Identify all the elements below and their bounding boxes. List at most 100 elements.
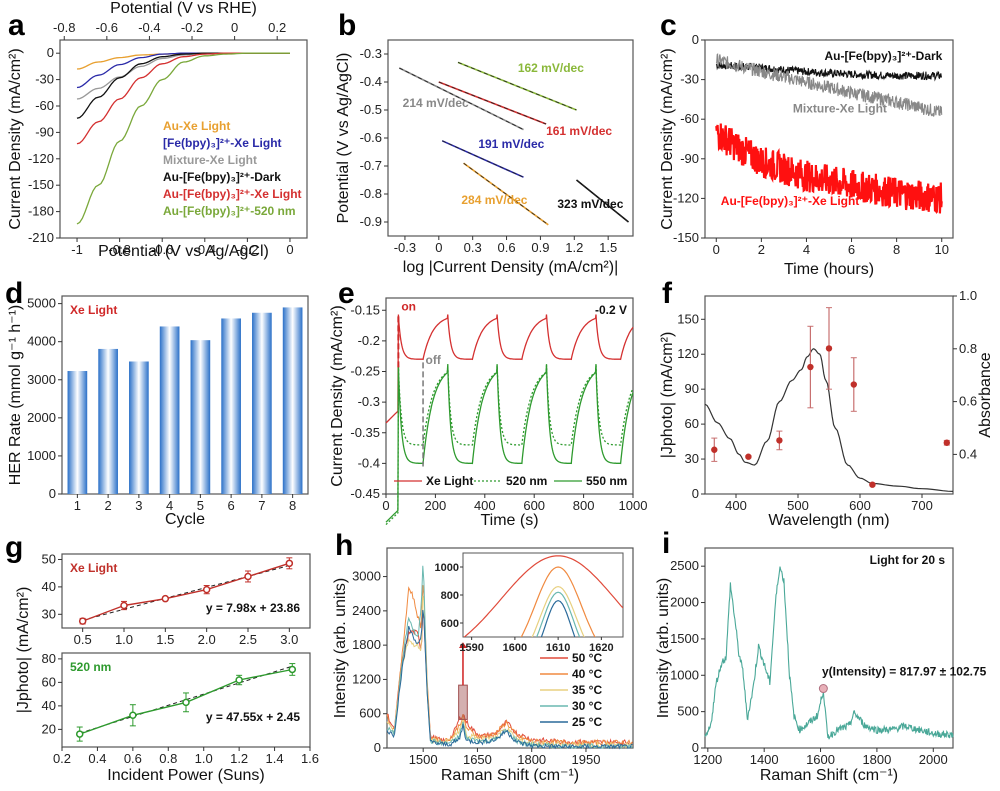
x-tick-label: 1800 (862, 752, 891, 767)
legend-entry: 520 nm (506, 474, 547, 488)
data-point (869, 481, 876, 488)
x-tick-label: 2 (758, 242, 765, 257)
data-point (161, 594, 170, 603)
y-tick-label: -0.9 (360, 214, 382, 229)
x-tick-label: 700 (911, 498, 933, 513)
fit-equation: y = 47.55x + 2.45 (206, 710, 300, 724)
off-label: off (426, 353, 442, 367)
y-tick-label: 0 (374, 740, 381, 755)
x-tick-label: 1950 (572, 752, 601, 767)
y-axis-label: Current Density (mA/cm²) (329, 305, 346, 486)
bar (221, 318, 241, 494)
y-tick-label: -0.4 (360, 74, 382, 89)
x-axis-label: log |Current Density (mA/cm²)| (403, 259, 618, 276)
x-tick-label: 1.5 (599, 240, 617, 255)
plot-frame (59, 39, 308, 239)
slope-label: 191 mV/dec (478, 137, 544, 151)
y-tick-label: -0.2 (358, 333, 380, 348)
fit-line (463, 162, 549, 226)
legend-entry: [Fe(bpy)₃]²⁺-Xe Light (163, 136, 282, 150)
data-point (943, 439, 950, 446)
panel-g: 0.5 1.0 1.5 2.0 2.5 3.0 30 40 50 Xe Light y = 7.98… (5, 531, 319, 784)
fit-line (438, 81, 547, 125)
inset-series-line (531, 585, 585, 637)
series-line (386, 609, 633, 750)
x-tick-label: 800 (573, 498, 595, 513)
x-tick-label: 0.6 (498, 240, 516, 255)
y-axis-label: Current Density (mA/cm²) (659, 48, 676, 229)
y-tick-label: 1000 (670, 667, 699, 682)
x-axis-label: Incident Power (Suns) (107, 767, 264, 784)
x-tick-label: 6 (228, 498, 235, 513)
y-tick-label: 30 (42, 606, 56, 621)
plot-frame (385, 297, 634, 495)
potential-label: -0.2 V (595, 303, 627, 317)
data-point (745, 453, 752, 460)
series-line (715, 123, 943, 215)
zoom-region (458, 684, 468, 720)
subplot-520nm: 0.2 0.4 0.6 0.8 1.0 1.2 1.4 1.6 20 40 60 80 520 nm y … (42, 651, 320, 766)
series-label: Au-[Fe(bpy)₃]²⁺-Dark (824, 49, 942, 63)
x-tick-label: 2.5 (239, 632, 257, 647)
series-line (575, 179, 630, 223)
plot-frame (61, 295, 309, 495)
y-axis-label: HER Rate (mmol g⁻¹ h⁻¹) (7, 305, 24, 485)
data-point (182, 698, 190, 707)
inset-y-tick-label: 600 (441, 618, 459, 630)
x-tick-label: 0.4 (88, 751, 106, 766)
subplot-title: Xe Light (70, 561, 117, 575)
legend-entry: Au-[Fe(bpy)₃]²⁺-Xe Light (163, 187, 302, 201)
x-tick-label: 0 (382, 498, 389, 513)
slope-label: 323 mV/dec (557, 197, 623, 211)
x-tick-label: 1.5 (156, 632, 174, 647)
series-line (385, 365, 634, 526)
bar (159, 326, 180, 494)
y-tick-label: 1000 (27, 448, 56, 463)
data-point (850, 381, 857, 388)
legend-entry: 550 nm (586, 474, 627, 488)
subplot-title: 520 nm (70, 660, 111, 674)
y-tick-label: 500 (677, 704, 699, 719)
x-axis-label: Wavelength (nm) (768, 512, 889, 529)
x-tick-label: 1400 (750, 752, 779, 767)
x-tick-label: 0.8 (159, 751, 177, 766)
panel-e: 0 200 400 600 800 1000 -0.15 -0.2 -0.25 -0.3 -0.35… (329, 277, 647, 529)
y-tick-label: -180 (28, 204, 54, 219)
inset-series-line (540, 599, 576, 637)
x-tick-label: 1200 (693, 752, 722, 767)
data-point (202, 585, 211, 594)
x-tick-label: -0.3 (394, 240, 416, 255)
legend-entry: Au-[Fe(bpy)₃]²⁺-520 nm (163, 204, 296, 218)
y-tick-label: 30 (685, 451, 699, 466)
x-tick-label: -1 (71, 242, 83, 257)
x-tick-label: -0.4 (194, 242, 216, 257)
y-tick-label: -0.5 (360, 102, 382, 117)
x-tick-label: 0 (713, 242, 720, 257)
x-tick-label: 1.0 (195, 751, 213, 766)
panel-label: b (338, 9, 356, 42)
y-tick-label: -120 (673, 190, 699, 205)
y-tick-label: 2000 (670, 595, 699, 610)
plot-frame (704, 547, 954, 749)
bar (67, 371, 88, 494)
on-label: on (401, 299, 416, 313)
x-tick-label: 0.2 (53, 751, 71, 766)
x-axis-label: Raman Shift (cm⁻¹) (760, 767, 898, 784)
x-tick-label: 0 (286, 242, 293, 257)
bar (282, 307, 303, 494)
x-axis-label: Time (s) (480, 512, 538, 529)
panel-label: i (662, 527, 670, 560)
series-line (76, 52, 290, 119)
fit-line (399, 67, 524, 130)
x-tick-label: 3 (135, 498, 142, 513)
y-tick-label: 2000 (27, 410, 56, 425)
series-line (76, 52, 290, 225)
panel-label: d (5, 277, 23, 310)
x-tick-label: 1.6 (301, 751, 319, 766)
x-tick-label: 6 (848, 242, 855, 257)
x-axis-label: Time (hours) (784, 261, 874, 278)
inset-series-line (520, 566, 596, 637)
x-tick-label: 200 (425, 498, 447, 513)
plot-frame (61, 553, 311, 629)
bar (190, 340, 211, 494)
